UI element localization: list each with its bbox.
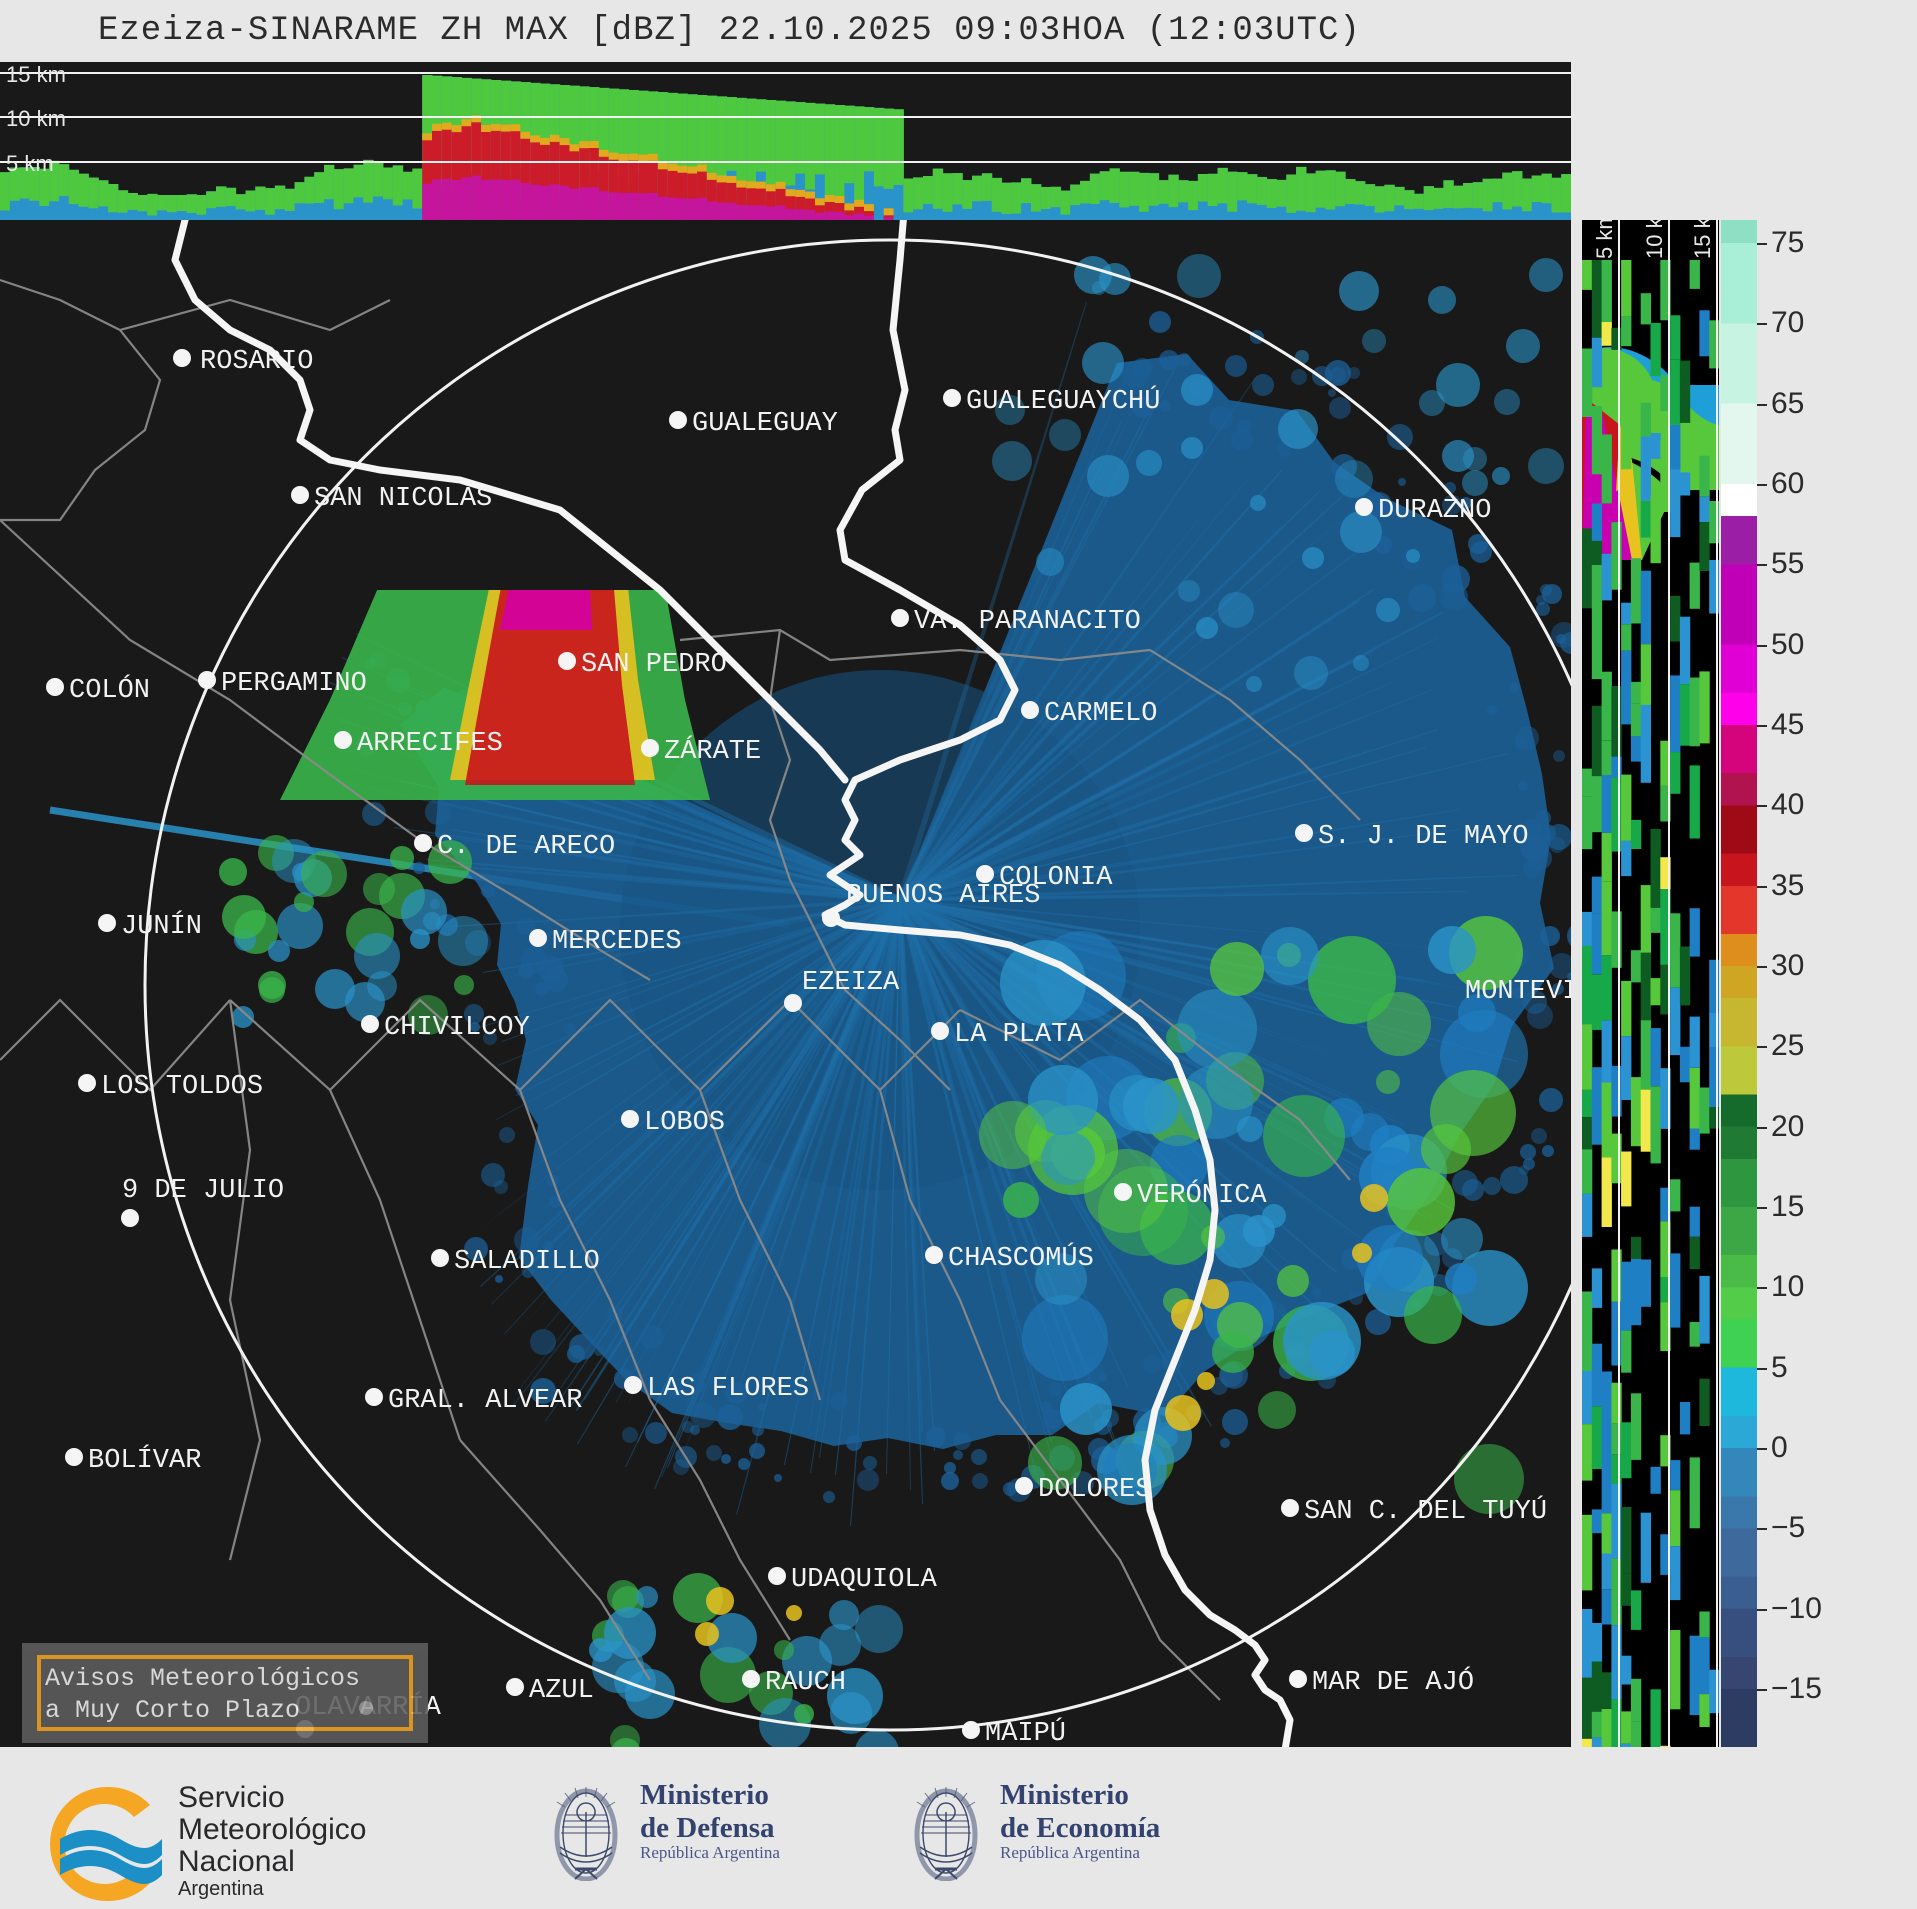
svg-text:GUALEGUAY: GUALEGUAY xyxy=(692,409,838,439)
svg-text:UDAQUIOLA: UDAQUIOLA xyxy=(791,1565,938,1595)
svg-text:AZUL: AZUL xyxy=(529,1676,594,1706)
svg-text:DOLORES: DOLORES xyxy=(1038,1475,1151,1505)
svg-text:JUNÍN: JUNÍN xyxy=(121,910,202,942)
svg-text:MERCEDES: MERCEDES xyxy=(552,927,682,957)
svg-text:MAIPÚ: MAIPÚ xyxy=(985,1716,1066,1747)
svg-text:PERGAMINO: PERGAMINO xyxy=(221,669,367,699)
svg-text:GRAL. ALVEAR: GRAL. ALVEAR xyxy=(388,1386,582,1416)
svg-text:SAN PEDRO: SAN PEDRO xyxy=(581,650,727,680)
svg-text:BUENOS AIRES: BUENOS AIRES xyxy=(846,881,1040,911)
svg-text:RAUCH: RAUCH xyxy=(765,1668,846,1698)
svg-text:ZÁRATE: ZÁRATE xyxy=(664,735,761,767)
svg-text:ROSARIO: ROSARIO xyxy=(200,347,313,377)
svg-text:5 km: 5 km xyxy=(6,151,54,176)
svg-text:COLÓN: COLÓN xyxy=(69,673,150,706)
svg-text:S. J. DE MAYO: S. J. DE MAYO xyxy=(1318,822,1529,852)
svg-text:15 km: 15 km xyxy=(1690,220,1715,259)
svg-text:SALADILLO: SALADILLO xyxy=(454,1247,600,1277)
svg-text:VA. PARANACITO: VA. PARANACITO xyxy=(914,607,1141,637)
svg-text:5 km: 5 km xyxy=(1592,220,1617,259)
svg-text:CHASCOMÚS: CHASCOMÚS xyxy=(948,1241,1094,1274)
svg-text:LA PLATA: LA PLATA xyxy=(954,1020,1084,1050)
svg-text:SAN NICOLÁS: SAN NICOLÁS xyxy=(314,482,492,514)
svg-text:EZEIZA: EZEIZA xyxy=(802,968,900,998)
svg-text:LOS TOLDOS: LOS TOLDOS xyxy=(101,1072,263,1102)
svg-text:ARRECIFES: ARRECIFES xyxy=(357,729,503,759)
svg-text:LAS FLORES: LAS FLORES xyxy=(647,1374,809,1404)
svg-text:VERÓNICA: VERÓNICA xyxy=(1137,1178,1267,1211)
svg-text:9 DE JULIO: 9 DE JULIO xyxy=(122,1176,284,1206)
svg-text:10 km: 10 km xyxy=(6,106,66,131)
svg-text:SAN C. DEL TUYÚ: SAN C. DEL TUYÚ xyxy=(1304,1494,1547,1527)
svg-text:LOBOS: LOBOS xyxy=(644,1108,725,1138)
svg-text:MAR DE AJÓ: MAR DE AJÓ xyxy=(1312,1665,1474,1698)
svg-text:DURAZNO: DURAZNO xyxy=(1378,496,1491,526)
svg-text:MONTEVIDEO: MONTEVIDEO xyxy=(1465,977,1571,1007)
svg-text:CHIVILCOY: CHIVILCOY xyxy=(384,1013,530,1043)
svg-text:GUALEGUAYCHÚ: GUALEGUAYCHÚ xyxy=(966,384,1160,417)
svg-text:C. DE ARECO: C. DE ARECO xyxy=(437,832,615,862)
svg-text:BOLÍVAR: BOLÍVAR xyxy=(88,1444,201,1476)
svg-text:10 km: 10 km xyxy=(1642,220,1667,259)
svg-text:CARMELO: CARMELO xyxy=(1044,699,1157,729)
svg-text:15 km: 15 km xyxy=(6,62,66,87)
